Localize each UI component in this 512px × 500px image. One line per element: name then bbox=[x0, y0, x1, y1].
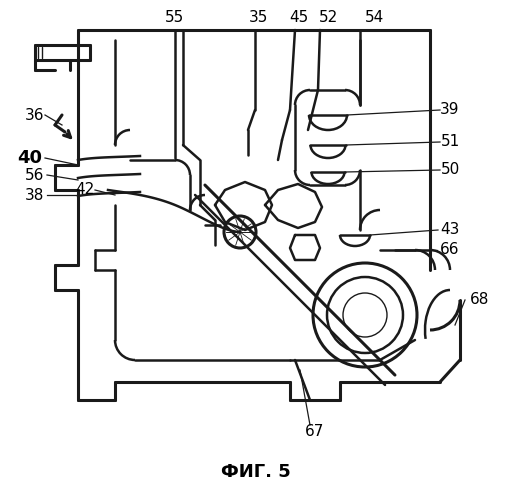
Text: ФИГ. 5: ФИГ. 5 bbox=[221, 463, 291, 481]
Text: 52: 52 bbox=[318, 10, 337, 26]
Text: 36: 36 bbox=[25, 108, 45, 122]
Text: 68: 68 bbox=[471, 292, 489, 308]
Text: 40: 40 bbox=[17, 149, 42, 167]
Text: 54: 54 bbox=[366, 10, 385, 26]
Text: 55: 55 bbox=[165, 10, 185, 26]
Text: 51: 51 bbox=[440, 134, 460, 150]
Text: 38: 38 bbox=[25, 188, 45, 202]
Text: 45: 45 bbox=[289, 10, 309, 26]
Text: 66: 66 bbox=[440, 242, 460, 258]
Text: 43: 43 bbox=[440, 222, 460, 238]
Text: 42: 42 bbox=[75, 182, 95, 198]
Text: 35: 35 bbox=[248, 10, 268, 26]
Text: 50: 50 bbox=[440, 162, 460, 178]
Text: 67: 67 bbox=[305, 424, 325, 440]
Text: 39: 39 bbox=[440, 102, 460, 118]
Text: 56: 56 bbox=[25, 168, 45, 182]
